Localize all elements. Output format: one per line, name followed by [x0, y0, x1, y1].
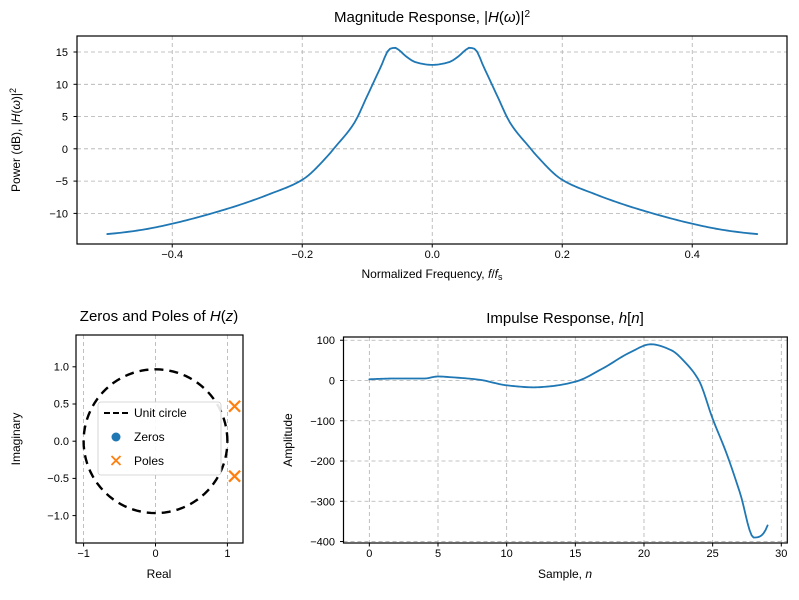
svg-text:0: 0 [152, 548, 158, 560]
svg-text:Normalized Frequency, f/fs: Normalized Frequency, f/fs [361, 267, 503, 282]
svg-text:0.2: 0.2 [555, 249, 570, 261]
svg-text:Imaginary: Imaginary [9, 413, 23, 466]
svg-text:1.0: 1.0 [54, 362, 69, 374]
svg-text:−200: −200 [310, 456, 335, 468]
svg-text:−0.2: −0.2 [291, 249, 313, 261]
svg-text:100: 100 [317, 335, 335, 347]
svg-text:Impulse Response, h[n]: Impulse Response, h[n] [486, 310, 644, 327]
svg-text:0.0: 0.0 [425, 249, 440, 261]
svg-text:−0.4: −0.4 [161, 249, 183, 261]
svg-text:−1: −1 [77, 548, 90, 560]
svg-text:Poles: Poles [134, 454, 164, 468]
svg-text:0: 0 [329, 376, 335, 388]
svg-text:1: 1 [224, 548, 230, 560]
svg-text:30: 30 [775, 548, 787, 560]
svg-text:−100: −100 [310, 416, 335, 428]
svg-text:−300: −300 [310, 496, 335, 508]
svg-text:−10: −10 [49, 208, 68, 220]
svg-text:Power (dB), |H(ω)|2: Power (dB), |H(ω)|2 [8, 88, 23, 192]
svg-text:Real: Real [147, 567, 172, 581]
svg-text:15: 15 [56, 47, 68, 59]
svg-text:10: 10 [501, 548, 513, 560]
svg-text:Magnitude Response, |H(ω)|2: Magnitude Response, |H(ω)|2 [334, 9, 530, 26]
svg-text:Sample, n: Sample, n [538, 567, 592, 581]
svg-text:−0.5: −0.5 [47, 473, 69, 485]
svg-text:Amplitude: Amplitude [281, 413, 295, 467]
svg-text:Zeros: Zeros [134, 430, 165, 444]
svg-text:Unit circle: Unit circle [134, 406, 187, 420]
svg-text:−400: −400 [310, 537, 335, 549]
svg-text:0.0: 0.0 [54, 436, 69, 448]
svg-text:15: 15 [569, 548, 581, 560]
svg-text:−1.0: −1.0 [47, 510, 69, 522]
svg-text:0.4: 0.4 [685, 249, 700, 261]
svg-text:25: 25 [707, 548, 719, 560]
svg-text:0.5: 0.5 [54, 399, 69, 411]
svg-text:5: 5 [62, 112, 68, 124]
svg-text:5: 5 [435, 548, 441, 560]
svg-text:−5: −5 [55, 176, 68, 188]
svg-text:Zeros and Poles of H(z): Zeros and Poles of H(z) [80, 308, 238, 325]
svg-text:0: 0 [366, 548, 372, 560]
svg-text:0: 0 [62, 144, 68, 156]
svg-text:10: 10 [56, 79, 68, 91]
svg-text:20: 20 [638, 548, 650, 560]
